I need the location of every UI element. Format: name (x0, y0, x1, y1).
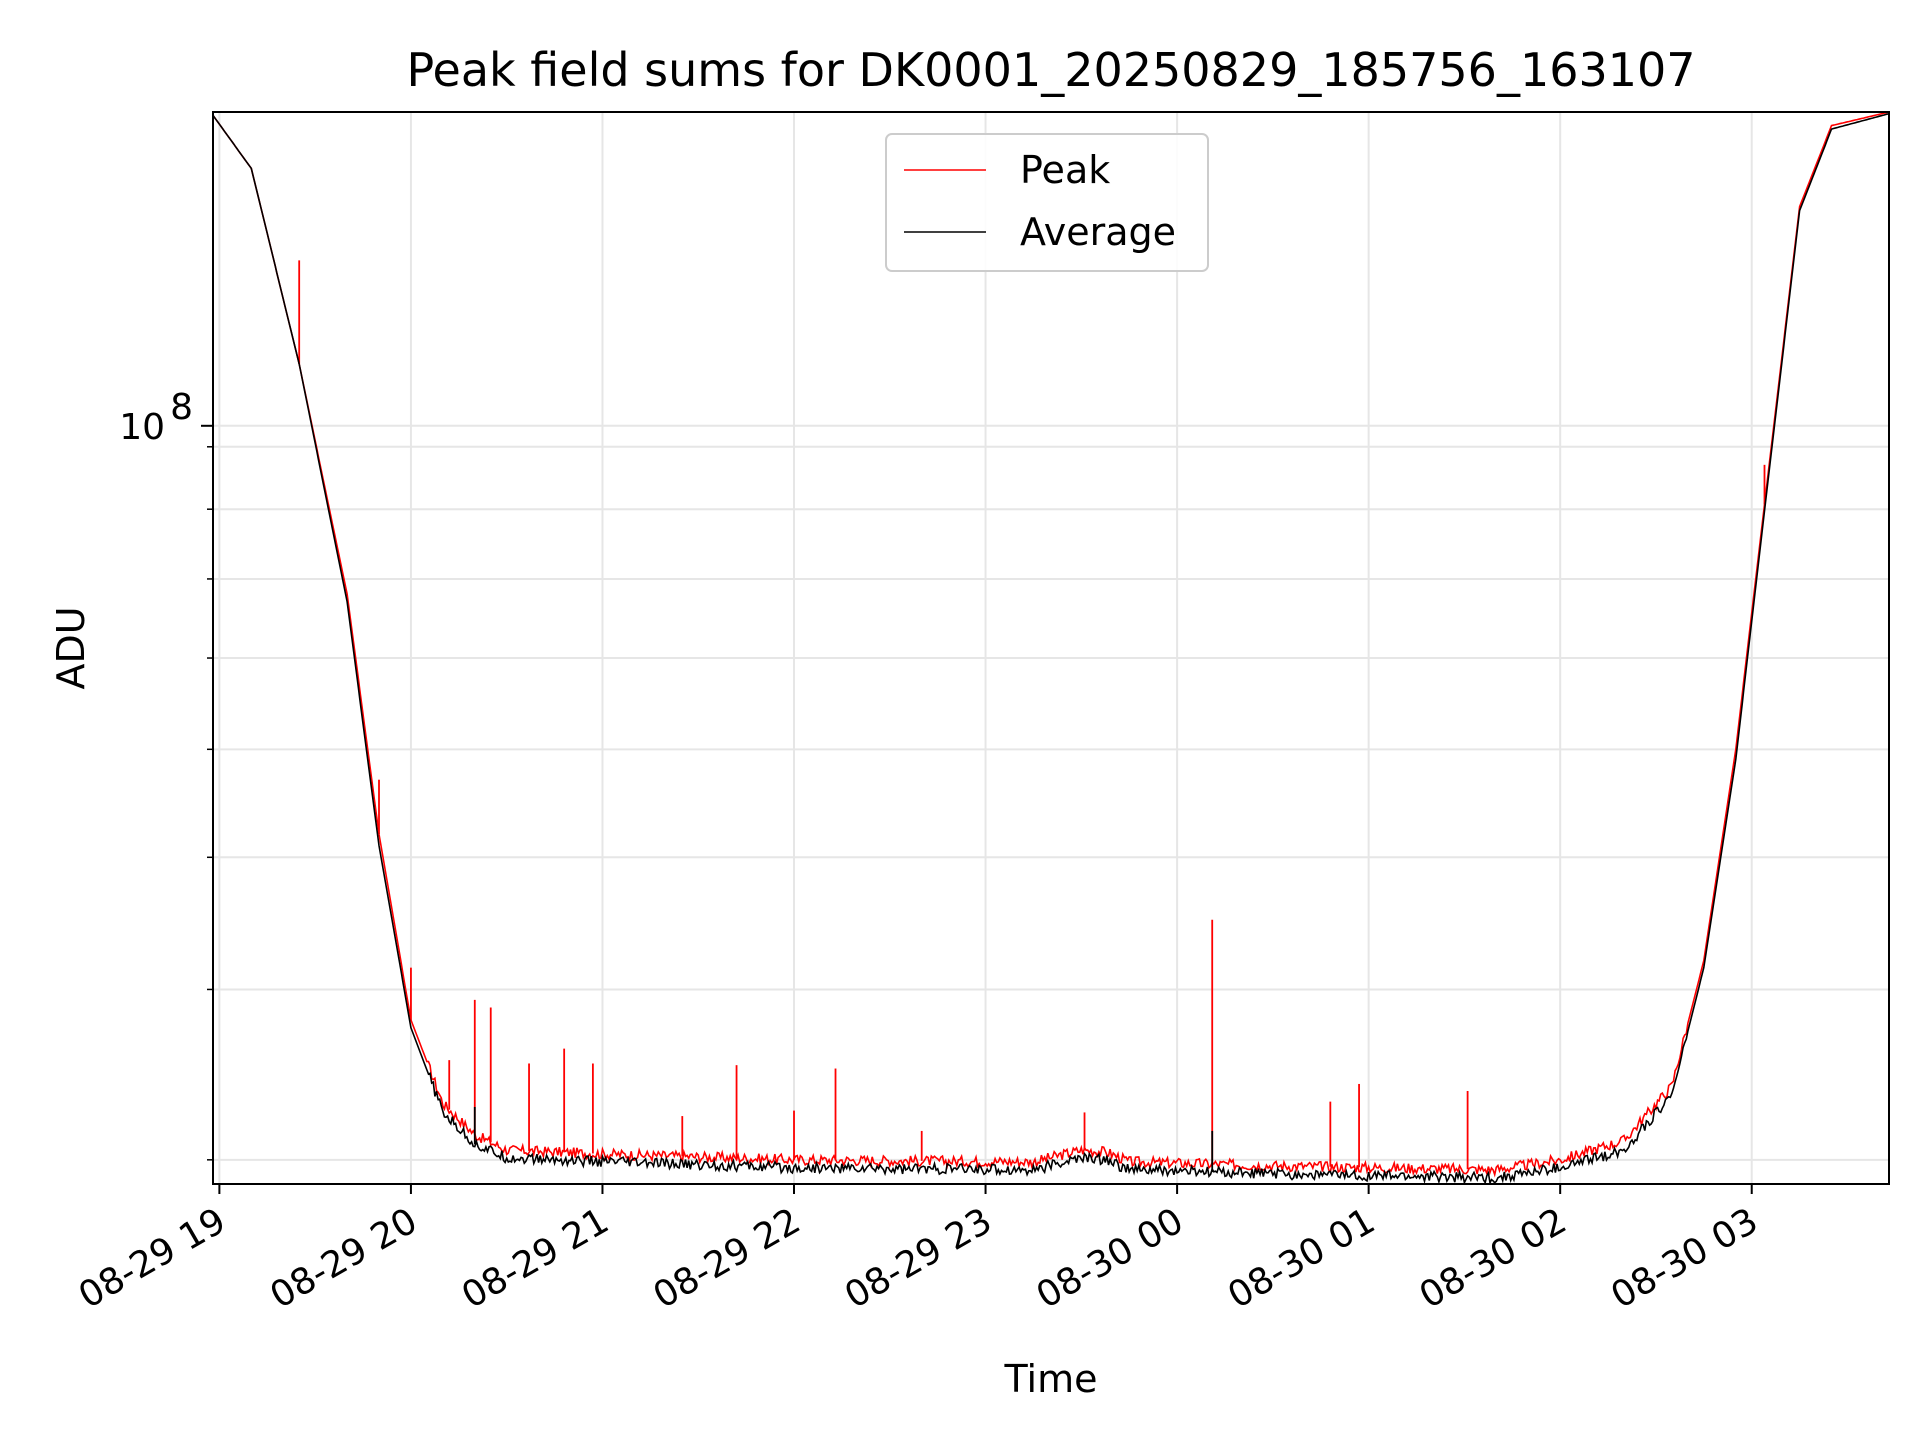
y-tick-label: 10 (119, 407, 165, 448)
series-line-average (213, 112, 1889, 1184)
series-line-peak (213, 112, 1889, 1178)
legend-label-average: Average (1020, 210, 1176, 254)
legend-label-peak: Peak (1020, 148, 1110, 192)
x-axis-title: Time (1004, 1357, 1098, 1401)
legend: Peak Average (885, 133, 1209, 272)
y-tick-exponent: 8 (170, 387, 193, 428)
y-axis-title: ADU (49, 606, 93, 689)
series-layer (213, 112, 1889, 1184)
plot-frame (212, 111, 1890, 1185)
chart-title: Peak field sums for DK0001_20250829_1857… (406, 43, 1695, 97)
grid-layer (213, 112, 1889, 1184)
legend-box (885, 133, 1209, 272)
